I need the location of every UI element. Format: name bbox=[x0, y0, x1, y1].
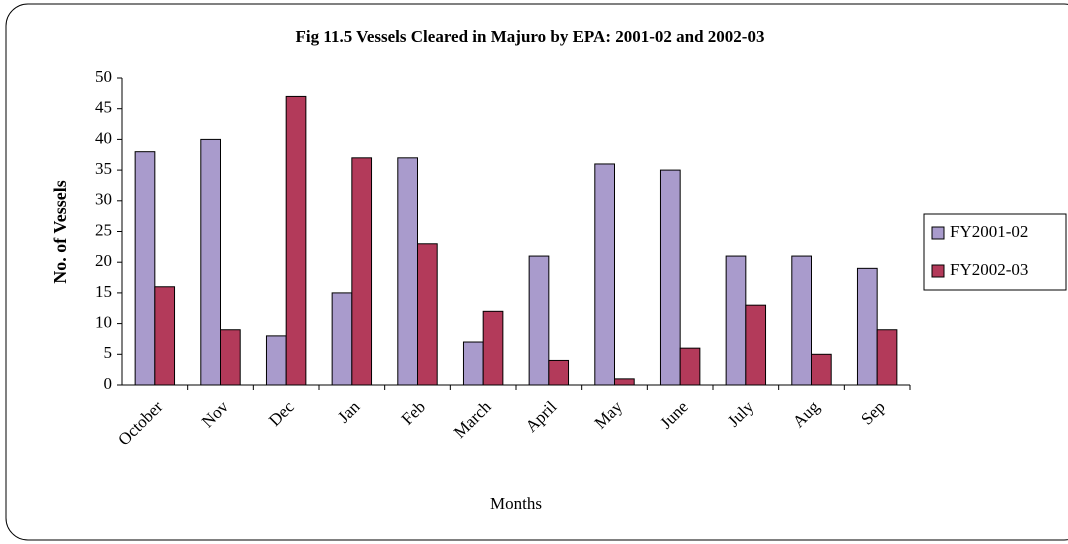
legend-box bbox=[923, 213, 1067, 291]
legend-label: FY2001-02 bbox=[950, 222, 1028, 241]
y-tick-label: 30 bbox=[95, 190, 112, 209]
y-axis-label: No. of Vessels bbox=[50, 180, 70, 284]
y-tick-label: 5 bbox=[104, 343, 113, 362]
bar bbox=[351, 157, 373, 386]
y-tick-label: 15 bbox=[95, 282, 112, 301]
bar bbox=[811, 353, 832, 386]
bar bbox=[417, 243, 438, 386]
x-tick-label: April bbox=[522, 397, 561, 436]
bar bbox=[331, 292, 353, 386]
x-tick-label: Aug bbox=[789, 397, 823, 431]
bar bbox=[265, 335, 287, 386]
bar bbox=[134, 151, 156, 386]
y-tick-label: 35 bbox=[95, 159, 112, 178]
x-tick-label: March bbox=[450, 397, 495, 442]
bar bbox=[200, 138, 222, 386]
chart-frame bbox=[5, 3, 1068, 541]
y-tick-label: 50 bbox=[95, 67, 112, 86]
legend-swatch bbox=[931, 226, 945, 240]
x-tick-label: Dec bbox=[265, 397, 298, 430]
bar bbox=[659, 169, 681, 386]
bar bbox=[154, 286, 176, 386]
bar bbox=[594, 163, 615, 386]
bar bbox=[482, 310, 504, 386]
bar bbox=[614, 378, 635, 386]
x-tick-label: July bbox=[724, 397, 758, 431]
y-tick-label: 10 bbox=[95, 313, 112, 332]
legend-swatch bbox=[931, 264, 945, 278]
x-tick-label: Sep bbox=[857, 397, 888, 428]
y-tick-label: 45 bbox=[95, 98, 112, 117]
x-tick-label: Nov bbox=[198, 397, 232, 431]
bar bbox=[679, 347, 701, 386]
chart-title: Fig 11.5 Vessels Cleared in Majuro by EP… bbox=[296, 27, 765, 46]
y-tick-label: 40 bbox=[95, 128, 112, 147]
x-tick-label: October bbox=[114, 397, 166, 449]
bar bbox=[285, 95, 307, 386]
x-tick-label: May bbox=[591, 397, 627, 433]
x-tick-label: Feb bbox=[398, 397, 429, 428]
y-tick-label: 25 bbox=[95, 220, 112, 239]
legend-label: FY2002-03 bbox=[950, 260, 1028, 279]
bar bbox=[528, 255, 550, 386]
bar bbox=[725, 255, 747, 386]
bar bbox=[397, 157, 418, 386]
x-tick-label: Jan bbox=[334, 397, 364, 427]
y-tick-label: 0 bbox=[104, 374, 113, 393]
bar bbox=[856, 267, 878, 386]
bar bbox=[791, 255, 812, 386]
bar bbox=[220, 329, 241, 386]
bar bbox=[876, 329, 898, 386]
bar bbox=[548, 359, 570, 386]
y-tick-label: 20 bbox=[95, 251, 112, 270]
x-tick-label: June bbox=[656, 397, 691, 432]
bar bbox=[745, 304, 767, 386]
x-axis-label: Months bbox=[490, 494, 542, 513]
bar bbox=[462, 341, 484, 386]
